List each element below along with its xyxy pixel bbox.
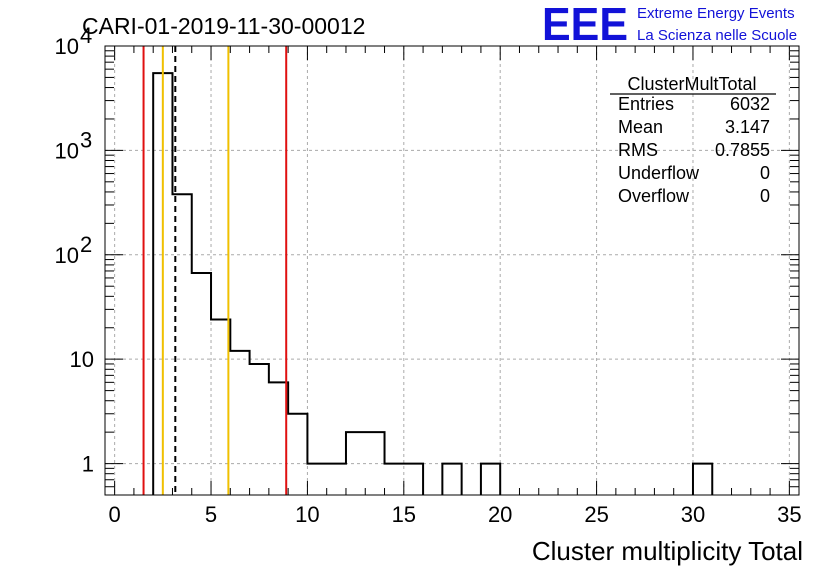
histogram-bin (327, 464, 346, 495)
histogram (152, 72, 714, 495)
x-tick-label: 10 (295, 502, 319, 527)
x-tick-label: 0 (109, 502, 121, 527)
x-tick-label: 35 (777, 502, 801, 527)
stats-value-underflow: 0 (760, 163, 770, 183)
stats-label-underflow: Underflow (618, 163, 700, 183)
x-tick-label: 25 (584, 502, 608, 527)
stats-value-overflow: 0 (760, 186, 770, 206)
stats-value-rms: 0.7855 (715, 140, 770, 160)
x-axis-title: Cluster multiplicity Total (532, 536, 803, 566)
marker-lines (142, 46, 288, 495)
stats-title: ClusterMultTotal (627, 74, 756, 94)
x-tick-labels: 0 5 10 15 20 25 30 35 (109, 502, 802, 527)
y-tick-exponent: 4 (80, 23, 92, 48)
histogram-bin (230, 351, 249, 495)
histogram-bin (442, 464, 461, 495)
y-tick-label: 10 (55, 138, 79, 163)
eee-logo: EEE Extreme Energy Events La Scienza nel… (542, 0, 797, 50)
stats-box: ClusterMultTotal Entries 6032 Mean 3.147 RMS… (610, 74, 776, 206)
stats-value-mean: 3.147 (725, 117, 770, 137)
histogram-bin (307, 464, 326, 495)
x-tick-label: 5 (205, 502, 217, 527)
logo-line1: Extreme Energy Events (637, 5, 795, 22)
x-tick-label: 30 (681, 502, 705, 527)
stats-label-mean: Mean (618, 117, 663, 137)
y-tick-exponent: 2 (80, 232, 92, 257)
stats-value-entries: 6032 (730, 94, 770, 114)
stats-label-rms: RMS (618, 140, 658, 160)
logo-line2: La Scienza nelle Scuole (637, 27, 797, 44)
histogram-outline (152, 72, 714, 495)
histogram-bin (288, 414, 307, 495)
histogram-bin (481, 464, 500, 495)
histogram-bin (365, 432, 384, 495)
histogram-bin (346, 432, 365, 495)
plot-title: CARI-01-2019-11-30-00012 (82, 13, 365, 39)
y-tick-label: 10 (70, 347, 94, 372)
x-tick-label: 20 (488, 502, 512, 527)
stats-label-entries: Entries (618, 94, 674, 114)
y-tick-label: 10 (55, 34, 79, 59)
y-tick-label: 1 (82, 452, 94, 477)
histogram-bin (192, 273, 211, 495)
x-tick-label: 15 (392, 502, 416, 527)
stats-label-overflow: Overflow (618, 186, 690, 206)
histogram-bin (404, 464, 423, 495)
y-tick-exponent: 3 (80, 127, 92, 152)
histogram-bin (250, 364, 269, 495)
axis-ticks (105, 46, 799, 495)
histogram-bin (693, 464, 712, 495)
y-tick-label: 10 (55, 243, 79, 268)
histogram-bin (385, 464, 404, 495)
logo-mark: EEE (542, 0, 628, 50)
